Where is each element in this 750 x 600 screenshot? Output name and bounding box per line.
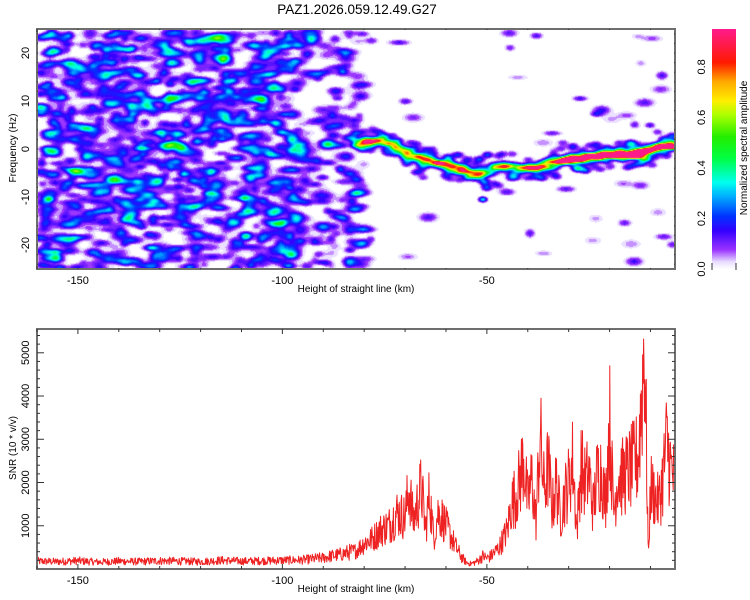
colorbar-tick-label: 0.6 (696, 110, 708, 125)
x-tick-label: -50 (479, 275, 495, 287)
y-tick-label: 0 (20, 146, 32, 152)
y-tick-label: 10 (20, 95, 32, 107)
x-tick-label: -100 (271, 575, 293, 587)
y-tick-label: 20 (20, 47, 32, 59)
x-tick-label: -100 (271, 275, 293, 287)
colorbar-gradient (712, 29, 736, 269)
colorbar-tick-label: 0.0 (696, 261, 708, 276)
snr-x-axis-label: Height of straight line (km) (298, 584, 415, 595)
spectrogram-heatmap (38, 30, 674, 268)
snr-panel: -150 -100 -50 1000 2000 3000 4000 5000 Height … (8, 328, 676, 595)
colorbar-tick-label: 0.2 (696, 211, 708, 226)
y-tick-label: 2000 (20, 470, 32, 494)
x-tick-label: -50 (479, 575, 495, 587)
chart-title: PAZ1.2026.059.12.49.G27 (277, 2, 437, 17)
colorbar-ticks: 0.0 0.2 0.4 0.6 0.8 (696, 59, 708, 276)
colorbar-label: Normalized spectral amplitude (739, 80, 750, 215)
snr-series-line (38, 338, 674, 567)
spectrogram-y-axis-label: Frequency (Hz) (8, 114, 19, 183)
colorbar-tick-label: 0.8 (696, 59, 708, 74)
colorbar: 0.0 0.2 0.4 0.6 0.8 Normalized spectral ampl… (696, 29, 750, 277)
x-tick-label: -150 (67, 575, 89, 587)
y-tick-label: 3000 (20, 427, 32, 451)
y-tick-label: -20 (20, 237, 32, 253)
snr-y-ticks: 1000 2000 3000 4000 5000 (20, 334, 675, 561)
snr-x-ticks: -150 -100 -50 (36, 329, 651, 587)
snr-axes-frame (36, 328, 676, 570)
y-tick-label: 1000 (20, 514, 32, 538)
spectrogram-x-axis-label: Height of straight line (km) (298, 284, 415, 295)
y-tick-label: -10 (20, 189, 32, 205)
y-tick-label: 4000 (20, 384, 32, 408)
snr-y-axis-label: SNR (10 * v/v) (8, 416, 19, 480)
x-tick-label: -150 (67, 275, 89, 287)
y-tick-label: 5000 (20, 341, 32, 365)
colorbar-tick-label: 0.4 (696, 160, 708, 175)
